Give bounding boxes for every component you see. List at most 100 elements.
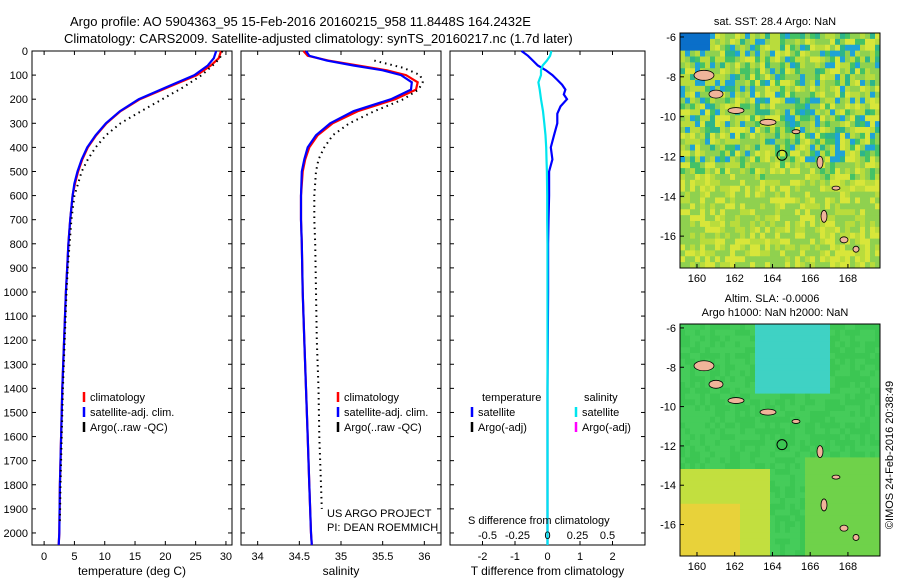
legend-label: climatology (90, 392, 146, 404)
legend-label: Argo(..raw -QC) (344, 422, 422, 434)
sst-map (680, 33, 881, 269)
map-x-tick-label: 160 (688, 561, 706, 573)
map-frame (679, 32, 881, 269)
map-y-tick-label: -14 (660, 191, 676, 203)
x-axis-label: T difference from climatology (471, 564, 625, 578)
depth-tick-label: 200 (10, 94, 28, 106)
x-tick-label: 0 (41, 551, 47, 563)
map-x-tick-label: 168 (839, 273, 857, 285)
legend-label: satellite-adj. clim. (90, 407, 174, 419)
island-shape (831, 474, 841, 480)
island-shape (791, 129, 801, 135)
map-y-tick-label: -8 (666, 362, 676, 374)
x-tick-label: 20 (159, 551, 171, 563)
x-tick-label-top: 0 (544, 530, 550, 542)
sla-map-title: Altim. SLA: -0.0006 (725, 293, 820, 305)
map-y-tick-label: -10 (660, 112, 676, 124)
plot-frame-temperature (31, 50, 233, 546)
map-y-tick-label: -6 (666, 32, 676, 44)
x-tick-label: 10 (99, 551, 111, 563)
island-shape (759, 408, 777, 416)
depth-tick-label: 1600 (4, 432, 28, 444)
plot-frame-salinity (240, 50, 442, 546)
depth-tick-label: 1700 (4, 456, 28, 468)
series-line-climatology (299, 50, 419, 546)
depth-tick-label: 1500 (4, 407, 28, 419)
x-axis-label-top: S difference from climatology (468, 515, 610, 527)
depth-tick-label: 0 (22, 46, 28, 58)
x-tick-label: 35 (335, 551, 347, 563)
island-shape (852, 534, 860, 541)
island-shape (820, 209, 828, 223)
legend-label: satellite-adj. clim. (344, 407, 428, 419)
x-tick-label: 36 (418, 551, 430, 563)
map-y-tick-label: -12 (660, 151, 676, 163)
x-tick-label-top: 0.25 (567, 530, 588, 542)
series-line-argo-raw-qc- (313, 59, 424, 509)
x-tick-label: 2 (609, 551, 615, 563)
sla-map (680, 324, 881, 557)
x-tick-label: 30 (220, 551, 232, 563)
project-label: US ARGO PROJECT (327, 508, 432, 520)
depth-tick-label: 500 (10, 166, 28, 178)
island-shape (816, 155, 824, 169)
x-tick-label: 34 (252, 551, 264, 563)
depth-tick-label: 1100 (4, 311, 28, 323)
island-shape (693, 360, 715, 372)
island-shape (839, 236, 849, 244)
island-shape (727, 107, 745, 114)
depth-tick-label: 2000 (4, 528, 28, 540)
series-line-salinity-satellite (537, 50, 553, 545)
map-y-tick-label: -8 (666, 72, 676, 84)
header-line1: Argo profile: AO 5904363_95 15-Feb-2016 … (70, 14, 531, 29)
map-y-tick-label: -10 (660, 402, 676, 414)
legend-label: climatology (344, 392, 400, 404)
argo-location-marker (776, 439, 788, 451)
island-shape (831, 185, 841, 191)
map-frame (679, 323, 881, 557)
map-x-tick-label: 162 (726, 561, 744, 573)
map-x-tick-label: 164 (763, 561, 781, 573)
depth-tick-label: 800 (10, 239, 28, 251)
island-shape (693, 69, 715, 81)
legend-title-salinity: salinity (584, 392, 618, 404)
series-line-climatology (57, 50, 223, 546)
x-tick-label: -2 (478, 551, 488, 563)
depth-tick-label: 1300 (4, 359, 28, 371)
depth-tick-label: 1800 (4, 480, 28, 492)
map-x-tick-label: 164 (763, 273, 781, 285)
map-y-tick-label: -12 (660, 441, 676, 453)
depth-tick-label: 1000 (4, 287, 28, 299)
sla-map-subtitle: Argo h1000: NaN h2000: NaN (702, 307, 849, 319)
x-tick-label: 25 (190, 551, 202, 563)
map-x-tick-label: 160 (688, 273, 706, 285)
map-x-tick-label: 168 (839, 561, 857, 573)
island-shape (759, 118, 777, 126)
legend-label: Argo(-adj) (478, 422, 527, 434)
island-shape (727, 397, 745, 404)
island-shape (852, 245, 860, 253)
map-y-tick-label: -16 (660, 231, 676, 243)
map-y-tick-label: -16 (660, 520, 676, 532)
island-shape (839, 524, 849, 532)
depth-tick-label: 1200 (4, 335, 28, 347)
x-tick-label-top: 0.5 (600, 530, 615, 542)
x-axis-label: salinity (323, 564, 360, 578)
x-tick-label: 35.5 (372, 551, 393, 563)
x-tick-label-top: -0.25 (505, 530, 530, 542)
depth-tick-label: 600 (10, 191, 28, 203)
series-line-argo-raw-qc- (58, 50, 224, 521)
legend-label: Argo(-adj) (582, 422, 631, 434)
island-shape (708, 89, 724, 99)
depth-tick-label: 900 (10, 263, 28, 275)
pi-label: PI: DEAN ROEMMICH (327, 522, 438, 534)
map-x-tick-label: 166 (801, 561, 819, 573)
header-line2: Climatology: CARS2009. Satellite-adjuste… (64, 31, 573, 46)
series-line-satellite-adj-clim- (299, 50, 413, 546)
map-x-tick-label: 162 (726, 273, 744, 285)
depth-tick-label: 1400 (4, 383, 28, 395)
x-tick-label: 34.5 (289, 551, 310, 563)
x-tick-label: 5 (71, 551, 77, 563)
island-shape (816, 445, 824, 459)
